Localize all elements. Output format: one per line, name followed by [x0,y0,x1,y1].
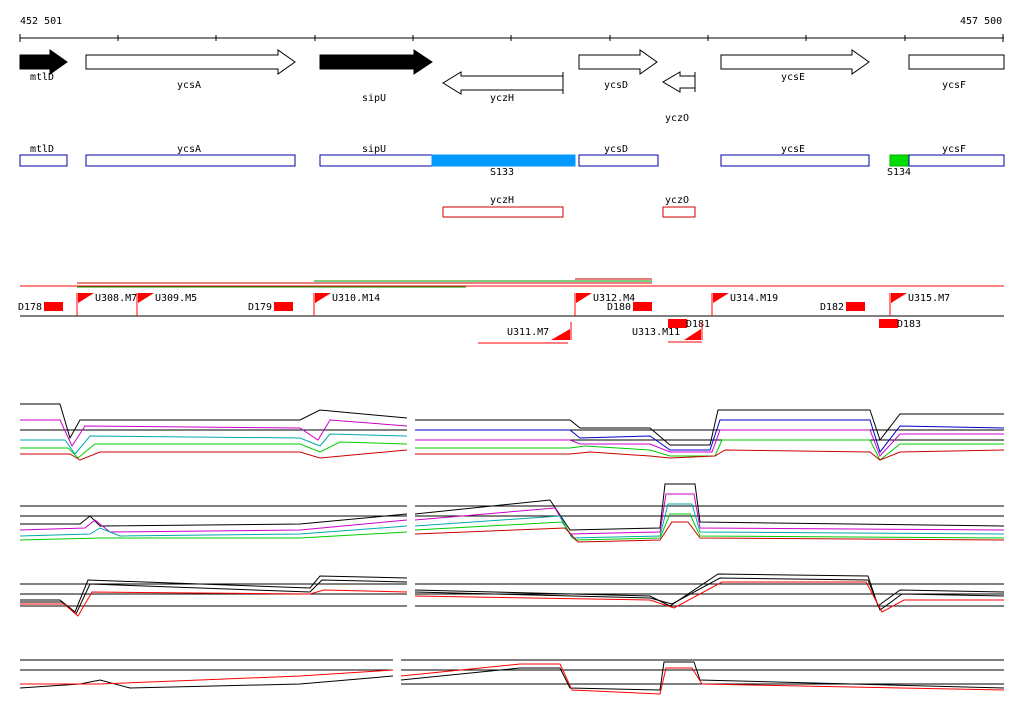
gene-label: ycsE [781,72,805,83]
gene-ycsF[interactable]: ycsF [908,54,1005,91]
segment-label: sipU [362,144,386,155]
feature-track: D178 D179 D180 D181 D182 D183 U308.M7 U3… [18,278,1004,344]
segment-label: ycsD [604,144,628,155]
upshift-label: U314.M19 [730,293,778,304]
segment-track-plus: mtlD ycsA sipU S133 ycsD ycsE S134 ycsF [19,144,1005,178]
downshift-label: D182 [820,302,844,313]
segment-label: ycsA [177,144,201,155]
gene-ycsD[interactable]: ycsD [578,49,658,91]
gene-label: mtlD [30,72,54,83]
expression-panel-3 [20,573,1005,617]
coordinate-ruler: 452 501 457 500 [19,16,1004,42]
upshift-label: U309.M5 [155,293,197,304]
region-S133[interactable] [431,154,576,167]
upshift-label: U313.M11 [632,327,680,338]
upshift-label: U308.M7 [95,293,137,304]
upshift-label: U312.M4 [593,293,635,304]
gene-label: yczH [490,93,514,104]
segment-label: yczH [490,195,514,206]
region-label: S134 [887,167,911,178]
gene-ycsE[interactable]: ycsE [720,49,870,83]
gene-track: mtlD ycsA sipU yczH ycsD yczO ycsE [19,49,1005,124]
coord-start: 452 501 [20,16,62,27]
region-label: S133 [490,167,514,178]
segment-label: yczO [665,195,689,206]
segment-label: ycsE [781,144,805,155]
gene-label: ycsD [604,80,628,91]
segment-label: ycsF [942,144,966,155]
upshift-label: U311.M7 [507,327,549,338]
gene-yczH[interactable]: yczH [442,71,564,104]
downshift-label: D179 [248,302,272,313]
gene-label: ycsF [942,80,966,91]
segment-track-minus: yczH yczO [442,195,696,218]
gene-label: yczO [665,113,689,124]
segment-label: mtlD [30,144,54,155]
region-S134[interactable] [889,154,910,167]
gene-label: ycsA [177,80,201,91]
gene-sipU[interactable]: sipU [319,49,433,104]
gene-mtlD[interactable]: mtlD [19,49,68,83]
downshift-label: D180 [607,302,631,313]
upshift-label: U310.M14 [332,293,380,304]
upshift-label: U315.M7 [908,293,950,304]
downshift-label: D183 [897,319,921,330]
coord-end: 457 500 [960,16,1002,27]
gene-yczO[interactable]: yczO [662,71,696,124]
gene-label: sipU [362,93,386,104]
downshift-label: D181 [686,319,710,330]
gene-ycsA[interactable]: ycsA [85,49,296,91]
downshift-label: D178 [18,302,42,313]
expression-panel-4 [19,659,1005,695]
expression-panel-1 [20,403,1005,461]
expression-panel-2 [19,483,1005,543]
